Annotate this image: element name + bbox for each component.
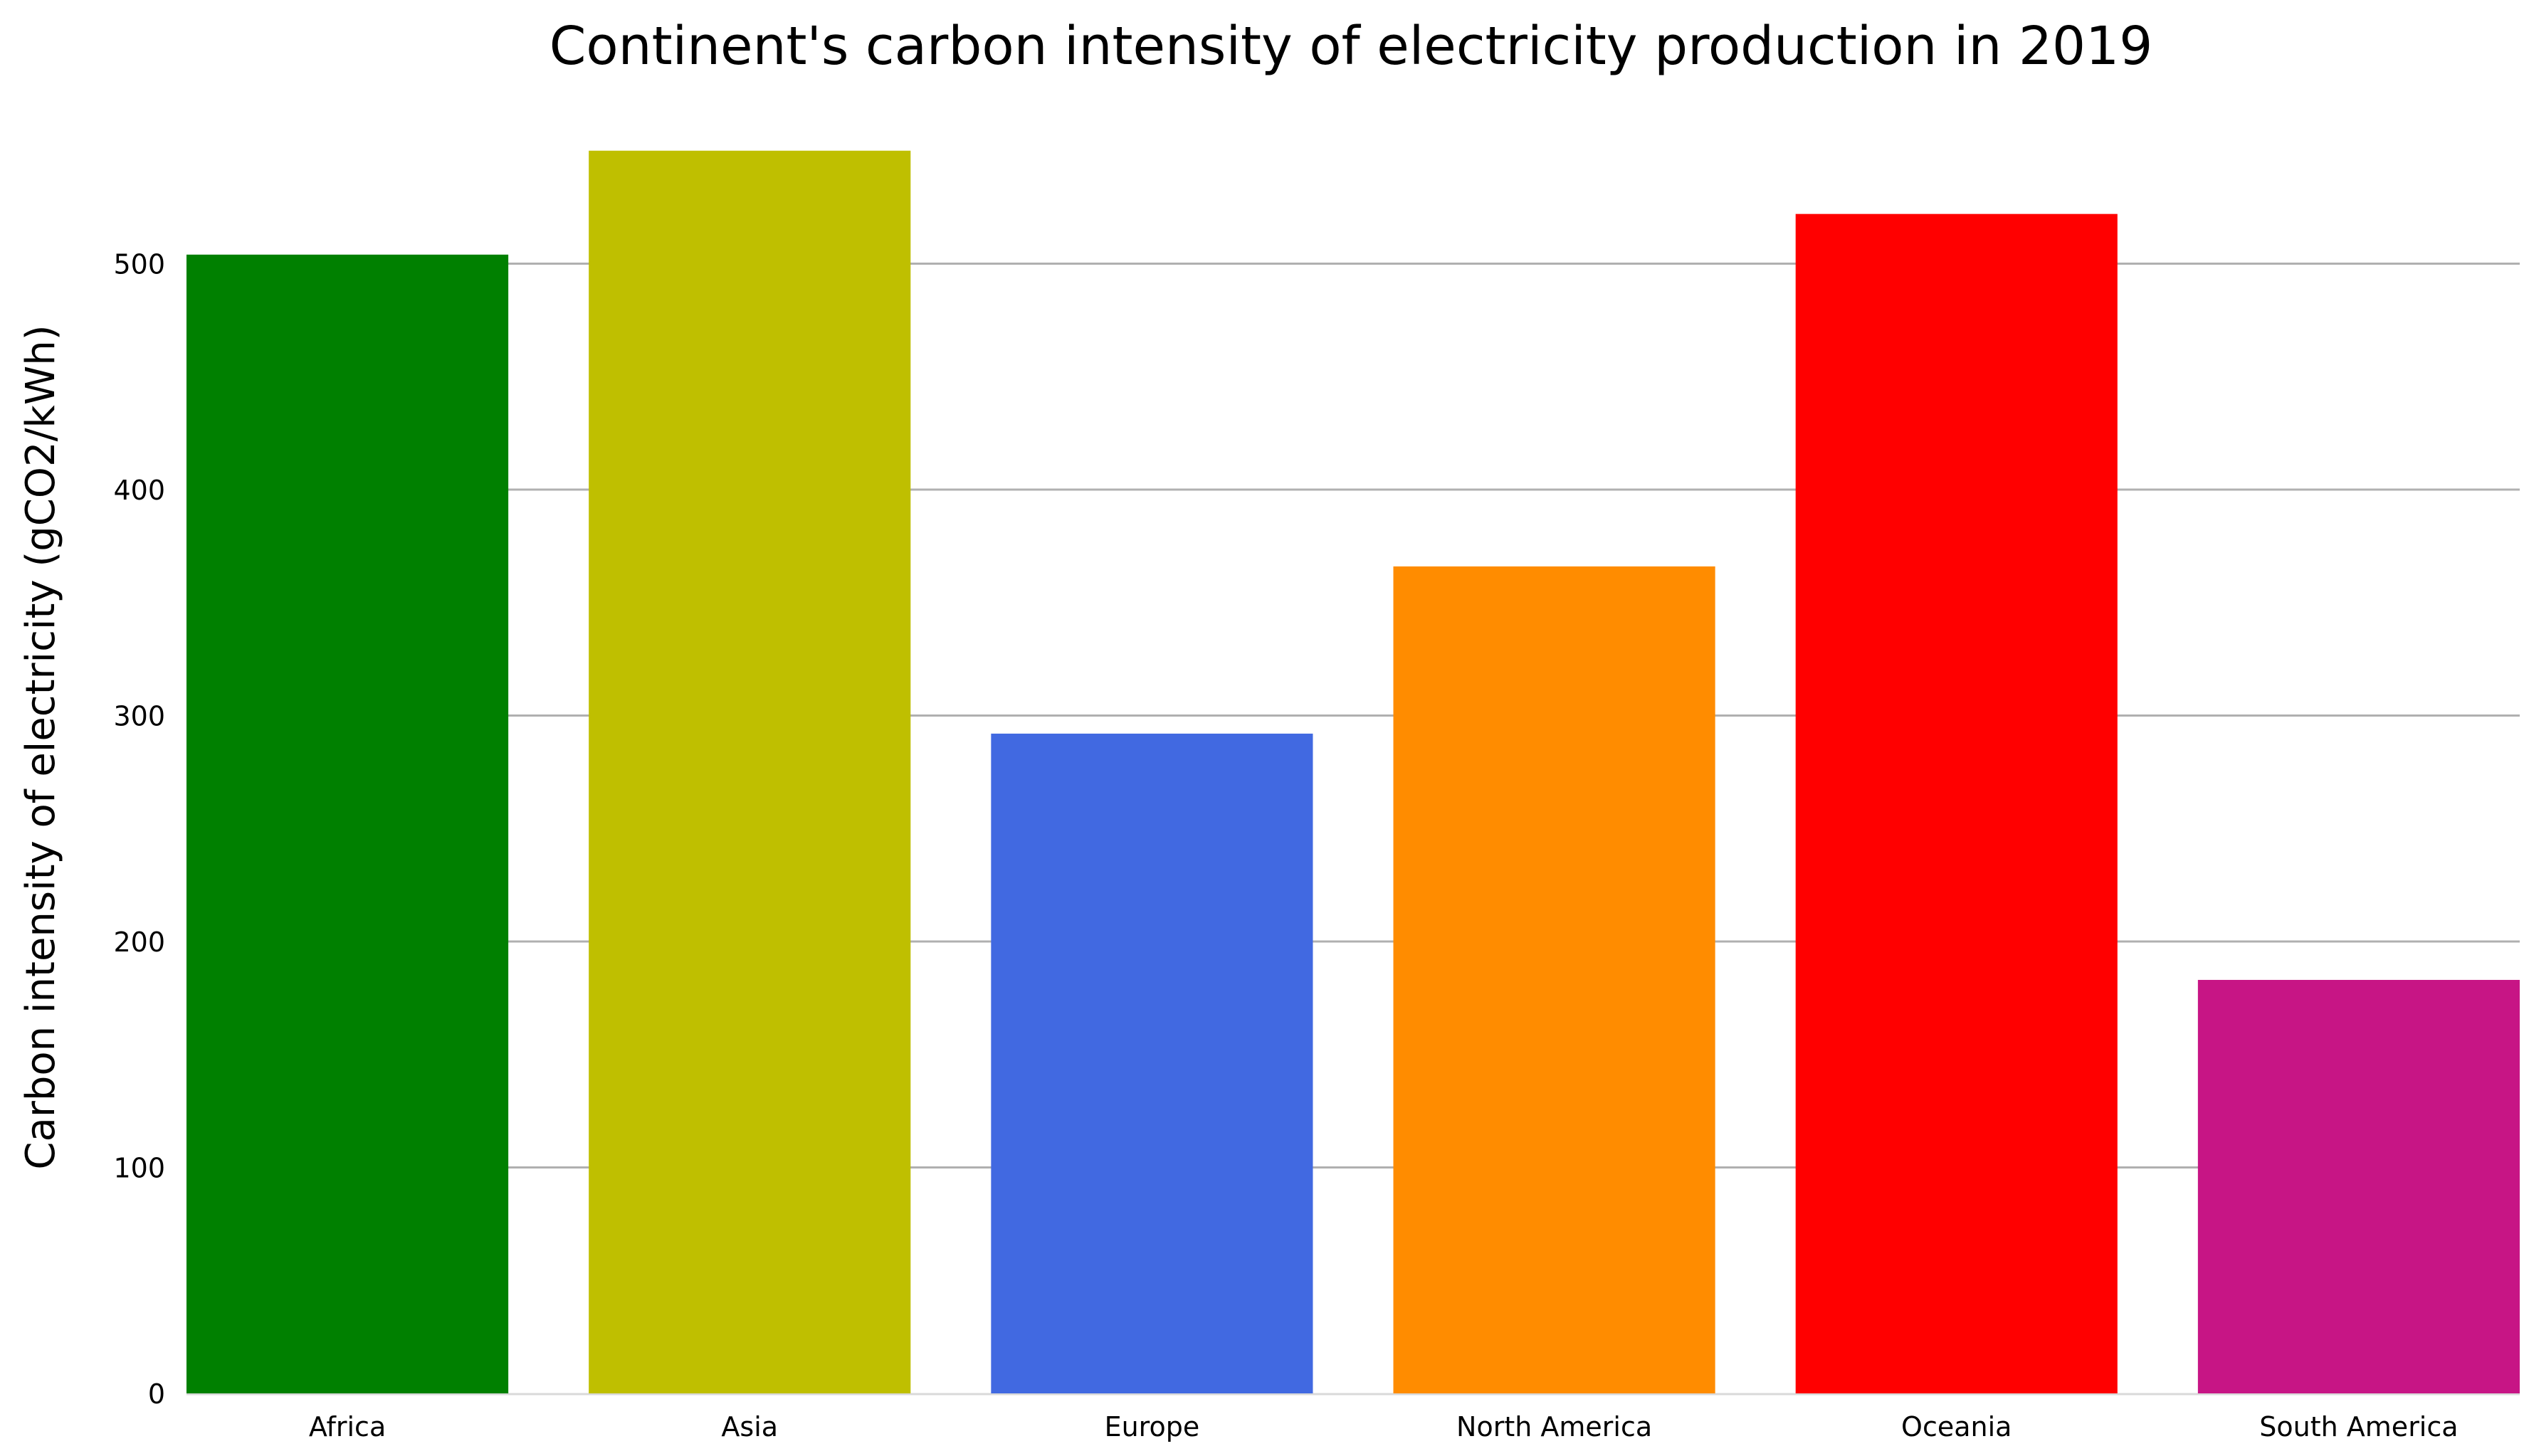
bar-north-america — [1393, 566, 1715, 1394]
x-tick-labels: Africa Asia Europe North America Oceania Sout… — [309, 1411, 2459, 1442]
chart-title: Continent's carbon intensity of electric… — [550, 16, 2153, 77]
x-tick-label: Africa — [309, 1411, 386, 1442]
bar-oceania — [1795, 213, 2118, 1393]
x-tick-label: North America — [1456, 1411, 1652, 1442]
y-tick-label: 200 — [113, 927, 165, 958]
grid-layer — [186, 263, 2520, 1396]
y-tick-label: 400 — [113, 475, 165, 506]
y-tick-label: 300 — [113, 701, 165, 732]
x-tick-label: South America — [2259, 1411, 2458, 1442]
bar-asia — [589, 150, 911, 1393]
x-tick-label: Asia — [721, 1411, 778, 1442]
bar-south-america — [2197, 979, 2520, 1393]
y-axis-label: Carbon intensity of electricity (gCO2/kW… — [18, 325, 64, 1169]
y-tick-labels: 0 100 200 300 400 500 — [113, 249, 165, 1410]
x-tick-label: Europe — [1105, 1411, 1200, 1442]
bar-africa — [186, 254, 509, 1393]
bar-europe — [991, 733, 1313, 1393]
bars-layer — [186, 150, 2520, 1394]
y-tick-label: 0 — [148, 1378, 165, 1410]
y-tick-label: 500 — [113, 249, 165, 280]
y-tick-label: 100 — [113, 1153, 165, 1184]
x-tick-label: Oceania — [1901, 1411, 2012, 1442]
